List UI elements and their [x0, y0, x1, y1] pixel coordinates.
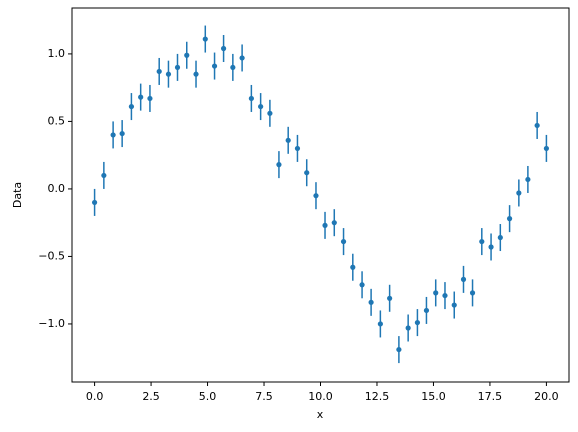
data-point [331, 220, 337, 226]
data-point [202, 36, 208, 42]
x-tick-label: 12.5 [365, 390, 390, 403]
x-tick-label: 2.5 [142, 390, 160, 403]
data-point [193, 71, 199, 77]
y-axis-label: Data [11, 182, 24, 208]
data-point [479, 238, 485, 245]
y-tick-label: 1.0 [48, 47, 66, 60]
plot-frame [71, 7, 570, 383]
x-tick-label: 15.0 [421, 390, 446, 403]
data-point [91, 199, 98, 206]
data-point [258, 103, 264, 110]
data-point [174, 64, 181, 71]
data-point [516, 190, 522, 196]
data-point [469, 290, 476, 296]
data-point [497, 234, 503, 241]
data-point [525, 176, 531, 183]
x-tick-label: 10.0 [308, 390, 333, 403]
y-tick-label: 0.0 [48, 182, 66, 195]
data-point [285, 137, 291, 143]
data-point [506, 216, 513, 222]
data-point [322, 222, 328, 228]
data-point [267, 110, 273, 116]
data-point [230, 64, 236, 71]
data-point [184, 52, 190, 58]
data-point [313, 193, 319, 199]
data-point [128, 103, 135, 110]
x-tick-label: 17.5 [478, 390, 503, 403]
data-point [239, 55, 245, 61]
data-point [156, 68, 162, 75]
y-tick-label: −1.0 [38, 317, 65, 330]
data-point [377, 321, 383, 327]
data-point [414, 319, 421, 326]
data-point [396, 346, 402, 353]
data-point [248, 95, 254, 102]
data-point [138, 94, 144, 100]
data-point [110, 132, 116, 138]
data-point [276, 162, 282, 168]
y-tick-label: 0.5 [48, 114, 66, 127]
data-point [340, 238, 347, 245]
data-point [442, 292, 448, 299]
data-point [101, 172, 107, 179]
x-axis-label: x [317, 408, 324, 421]
data-point [405, 325, 411, 331]
data-point [165, 71, 172, 77]
data-point [451, 302, 457, 308]
data-point [460, 276, 467, 282]
data-point [368, 299, 374, 305]
x-tick-label: 0.0 [86, 390, 104, 403]
y-tick-label: −0.5 [38, 249, 65, 262]
data-point [534, 122, 540, 129]
x-tick-label: 20.0 [534, 390, 559, 403]
data-point [220, 45, 227, 52]
data-point [543, 145, 550, 152]
data-point [387, 295, 393, 301]
x-tick-label: 7.5 [255, 390, 273, 403]
data-point [304, 170, 310, 176]
data-point [433, 290, 439, 296]
data-point [423, 307, 430, 314]
data-point [488, 244, 494, 250]
data-point [350, 264, 356, 270]
data-point [359, 282, 365, 288]
data-point [147, 95, 153, 102]
x-tick-label: 5.0 [199, 390, 217, 403]
data-point [294, 145, 301, 152]
data-point [119, 130, 125, 137]
data-point [211, 63, 218, 69]
